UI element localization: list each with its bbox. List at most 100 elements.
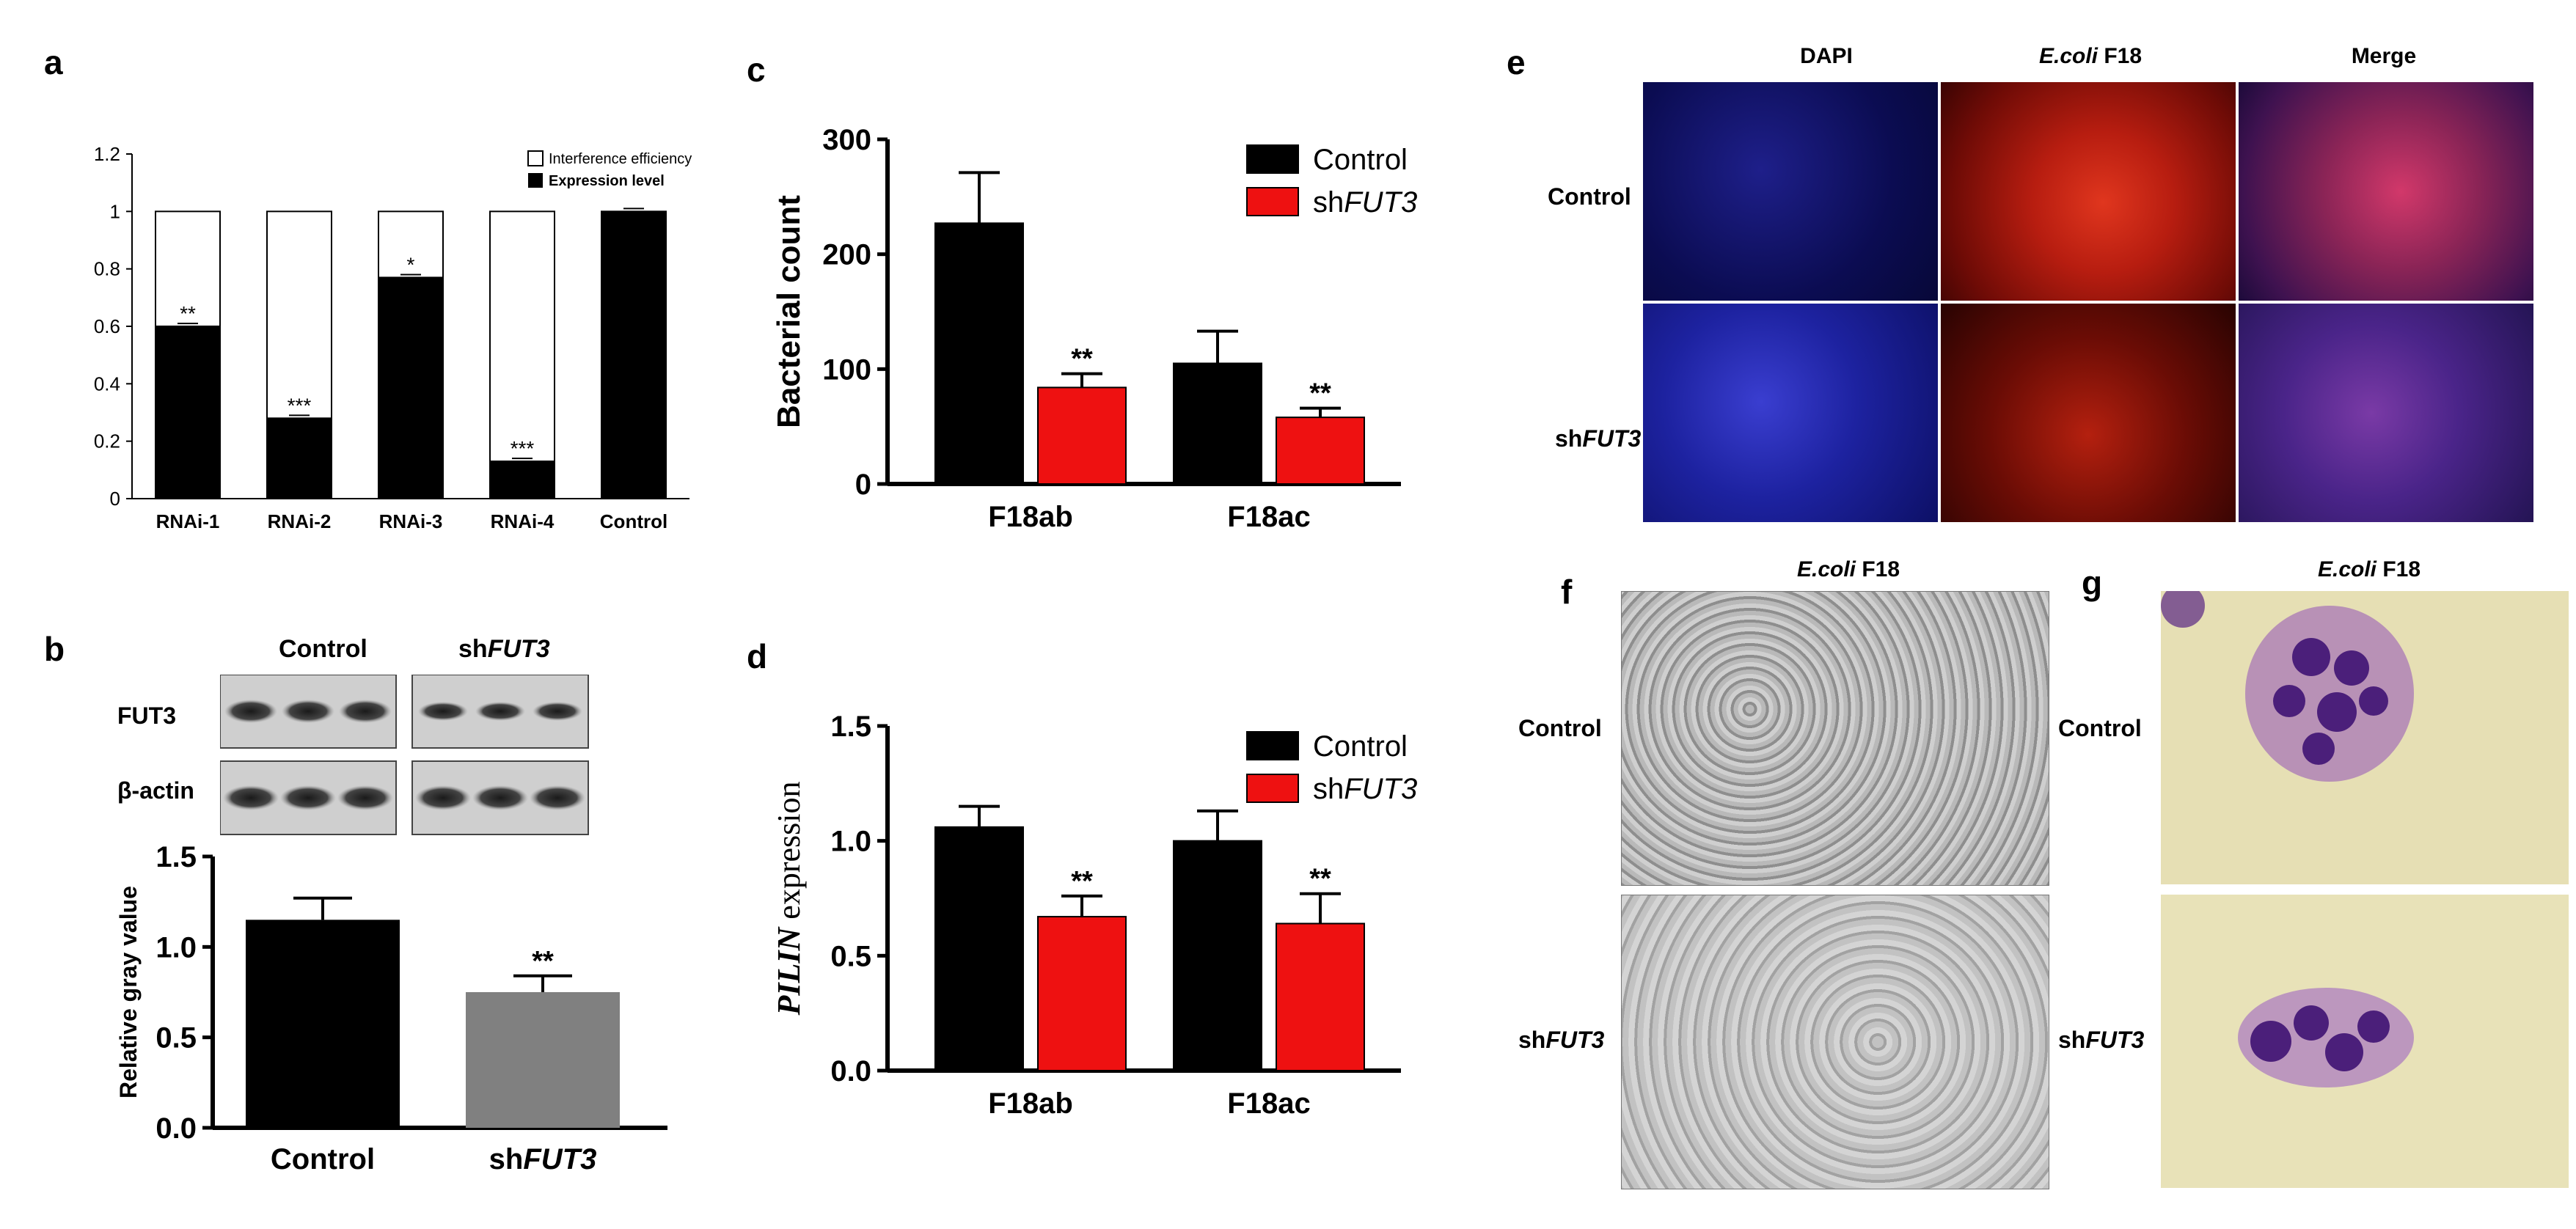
image-sem-control [1621, 591, 2049, 886]
d-significance: ** [1071, 866, 1093, 897]
d-x-tick-label: F18ab [988, 1087, 1073, 1120]
panel-g-row-control: Control [2058, 715, 2142, 741]
a-bar-expression [601, 210, 667, 499]
blot-group-label-control: Control [279, 635, 367, 663]
panel-g-row-shfut3: shFUT3 [2058, 1027, 2145, 1053]
western-blot: Control shFUT3 FUT3 β-actin [117, 631, 675, 843]
a-bar-expression [489, 461, 555, 500]
image-dapi-shfut3 [1643, 304, 1938, 522]
a-legend-swatch-interference [527, 150, 544, 166]
d-bar [934, 826, 1024, 1071]
c-bar [1037, 386, 1127, 485]
a-legend-swatch-expression [528, 173, 543, 188]
panel-f-row-control: Control [1518, 715, 1602, 741]
d-y-axis-label: PILIN expression [771, 782, 807, 1016]
d-legend-label: Control [1313, 730, 1408, 763]
a-y-tick-label: 0.6 [94, 315, 120, 337]
a-y-tick-label: 0.2 [94, 430, 120, 452]
panel-label-d: d [747, 637, 768, 675]
a-y-tick-label: 0.8 [94, 258, 120, 280]
panel-g-title: E.coli F18 [2317, 557, 2421, 582]
c-y-tick-label: 200 [822, 239, 871, 271]
a-bar-expression [378, 276, 444, 500]
c-bar [934, 222, 1024, 485]
b-bar [246, 920, 400, 1128]
d-legend-swatch [1246, 731, 1299, 760]
a-significance: ** [180, 302, 196, 325]
d-significance: ** [1309, 864, 1331, 895]
c-bar [1173, 362, 1262, 485]
b-y-tick-label: 1.5 [155, 843, 197, 873]
b-y-tick-label: 0.0 [155, 1112, 197, 1145]
a-bar-interference [378, 210, 444, 279]
c-significance: ** [1071, 344, 1093, 375]
panel-label-e: e [1507, 43, 1526, 81]
d-legend-label: shFUT3 [1313, 773, 1417, 805]
column-title-ecoli: E.coli F18 [2038, 44, 2143, 68]
c-y-axis-label: Bacterial count [771, 195, 807, 428]
image-ecoli-control [1941, 82, 2236, 301]
panel-f-row-shfut3: shFUT3 [1518, 1027, 1605, 1053]
row-label-control: Control [1548, 183, 1631, 210]
d-bar [1173, 840, 1262, 1072]
c-legend-label: shFUT3 [1313, 186, 1417, 219]
panel-e-fluorescence: DAPI E.coli F18 Merge Control shFUT3 [1518, 44, 2575, 543]
d-x-tick-label: F18ac [1227, 1087, 1310, 1120]
panel-label-c: c [747, 51, 766, 89]
chart-c-bacterial-count: 0 100 200 300 Bacterial count ** F18ab ** F18ac C… [771, 124, 1417, 533]
panel-label-f: f [1561, 573, 1573, 611]
image-stain-control [2161, 591, 2569, 884]
c-legend-label: Control [1313, 144, 1408, 176]
d-legend-swatch [1246, 774, 1299, 803]
a-y-tick-label: 0 [110, 488, 120, 510]
a-bar-expression [155, 326, 221, 499]
b-significance: ** [532, 946, 554, 977]
a-x-tick-label: RNAi-3 [379, 510, 443, 532]
d-bar [1037, 916, 1127, 1072]
b-x-tick-label: Control [271, 1143, 375, 1175]
c-x-tick-label: F18ab [988, 501, 1073, 533]
d-y-tick-label: 1.5 [830, 711, 871, 743]
panel-label-a: a [44, 43, 63, 81]
a-bar-interference [489, 210, 555, 463]
chart-b-gray-value: 0.0 0.5 1.0 1.5 Relative gray value Control **… [115, 843, 667, 1175]
panel-f-sem: E.coli F18 Control shFUT3 [1511, 557, 2054, 1210]
column-title-dapi: DAPI [1800, 44, 1853, 68]
a-y-tick-label: 1 [110, 200, 120, 222]
b-y-axis-label: Relative gray value [115, 886, 142, 1098]
chart-d-pilin-expression: 0.0 0.5 1.0 1.5 PILIN expression ** F18ab ** F18… [771, 711, 1417, 1120]
a-bar-interference [155, 210, 221, 328]
b-x-tick-label: shFUT3 [489, 1143, 597, 1175]
image-merge-shfut3 [2239, 304, 2533, 522]
panel-g-staining: E.coli F18 Control shFUT3 [2054, 557, 2575, 1210]
c-y-tick-label: 300 [822, 124, 871, 156]
blot-group-label-shfut3: shFUT3 [458, 635, 550, 663]
b-y-tick-label: 0.5 [155, 1022, 197, 1054]
b-bar [466, 992, 620, 1128]
a-legend-label-interference: Interference efficiency [549, 151, 692, 167]
a-bar-interference [266, 210, 332, 419]
b-y-tick-label: 1.0 [155, 931, 197, 964]
panel-f-title: E.coli F18 [1796, 557, 1900, 582]
a-legend-label-expression: Expression level [549, 173, 665, 189]
image-dapi-control [1643, 82, 1938, 301]
d-y-tick-label: 0.0 [830, 1055, 871, 1087]
blot-row-label-actin: β-actin [117, 777, 194, 804]
c-x-tick-label: F18ac [1227, 501, 1310, 533]
d-bar [1276, 922, 1365, 1072]
a-significance: *** [511, 437, 535, 460]
column-title-merge: Merge [2351, 44, 2417, 68]
blot-row-label-fut3: FUT3 [117, 702, 176, 729]
image-ecoli-shfut3 [1941, 304, 2236, 522]
row-label-shfut3: shFUT3 [1555, 425, 1642, 452]
a-y-tick-label: 1.2 [94, 143, 120, 165]
blot-bands [220, 675, 589, 835]
d-y-tick-label: 0.5 [830, 940, 871, 972]
c-y-tick-label: 100 [822, 353, 871, 386]
a-x-tick-label: RNAi-4 [491, 510, 555, 532]
c-significance: ** [1309, 378, 1331, 409]
a-y-tick-label: 0.4 [94, 373, 120, 395]
a-bar-expression [266, 417, 332, 500]
a-x-tick-label: RNAi-2 [268, 510, 332, 532]
a-significance: * [407, 254, 415, 276]
